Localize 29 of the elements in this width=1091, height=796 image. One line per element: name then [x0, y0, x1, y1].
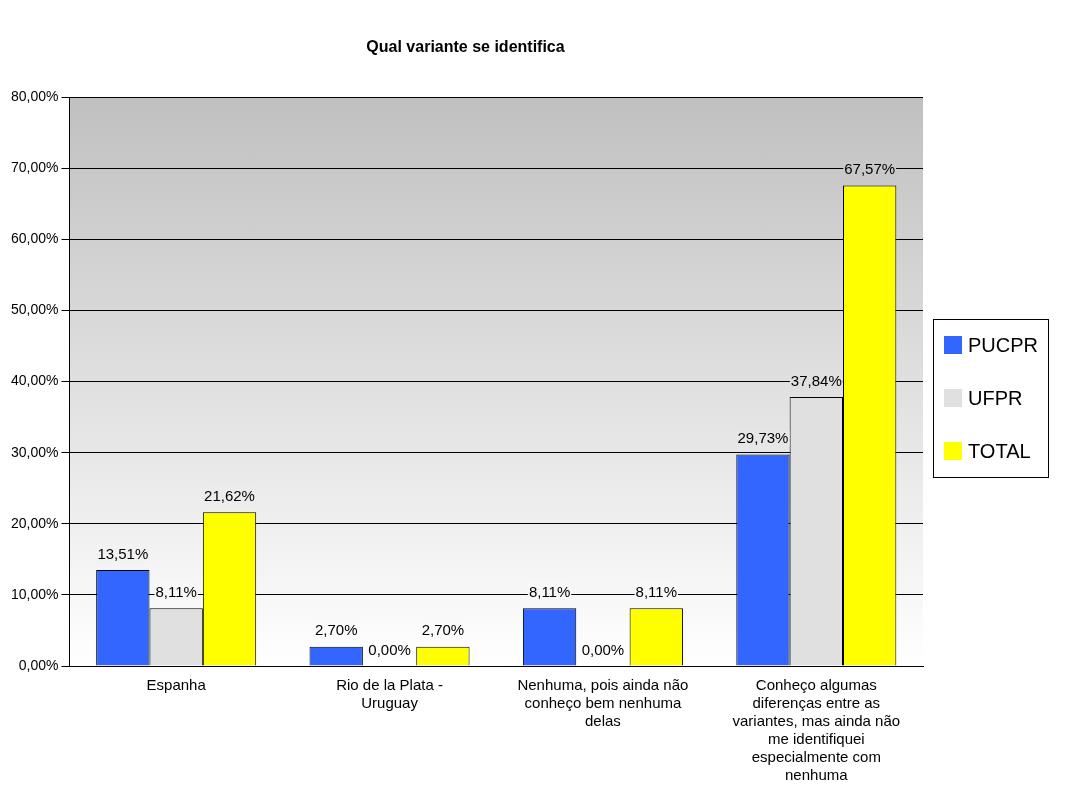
data-label: 37,84%: [790, 371, 842, 389]
data-label: 67,57%: [844, 160, 896, 178]
data-label: 8,11%: [635, 582, 677, 600]
data-label: 8,11%: [528, 582, 571, 600]
data-label: 0,00%: [368, 640, 411, 658]
x-tick-label: Espanha: [146, 676, 207, 694]
y-tick-label: 60,00%: [11, 230, 59, 247]
y-tick-label: 50,00%: [11, 301, 59, 318]
y-tick-label: 40,00%: [11, 372, 59, 389]
data-label: 13,51%: [97, 544, 149, 562]
data-label: 2,70%: [421, 621, 465, 639]
legend-label: PUCPR: [968, 333, 1039, 357]
data-label: 0,00%: [581, 640, 625, 658]
y-tick-label: 20,00%: [11, 514, 59, 531]
x-tick-label: Rio de la Plata - Uruguay: [336, 676, 443, 712]
chart-title: Qual variante se identifica: [366, 38, 565, 56]
legend-label: TOTAL: [968, 439, 1031, 463]
x-tick-label: Conheço algumas diferenças entre as variantes, mas ainda não me identifiquei especialmente com nenhuma: [732, 676, 901, 784]
y-tick-label: 30,00%: [11, 443, 59, 460]
x-tick-label: Nenhuma, pois ainda não conheço bem nenhuma delas: [517, 676, 689, 730]
legend-label: UFPR: [968, 386, 1023, 410]
data-label: 21,62%: [204, 486, 255, 504]
data-label: 29,73%: [737, 429, 789, 447]
y-tick-label: 70,00%: [11, 159, 59, 176]
data-label: 2,70%: [314, 621, 358, 639]
y-tick-label: 10,00%: [11, 585, 59, 602]
y-tick-label: 80,00%: [11, 88, 59, 105]
data-label: 8,11%: [155, 582, 197, 600]
y-tick-label: 0,00%: [18, 656, 59, 673]
